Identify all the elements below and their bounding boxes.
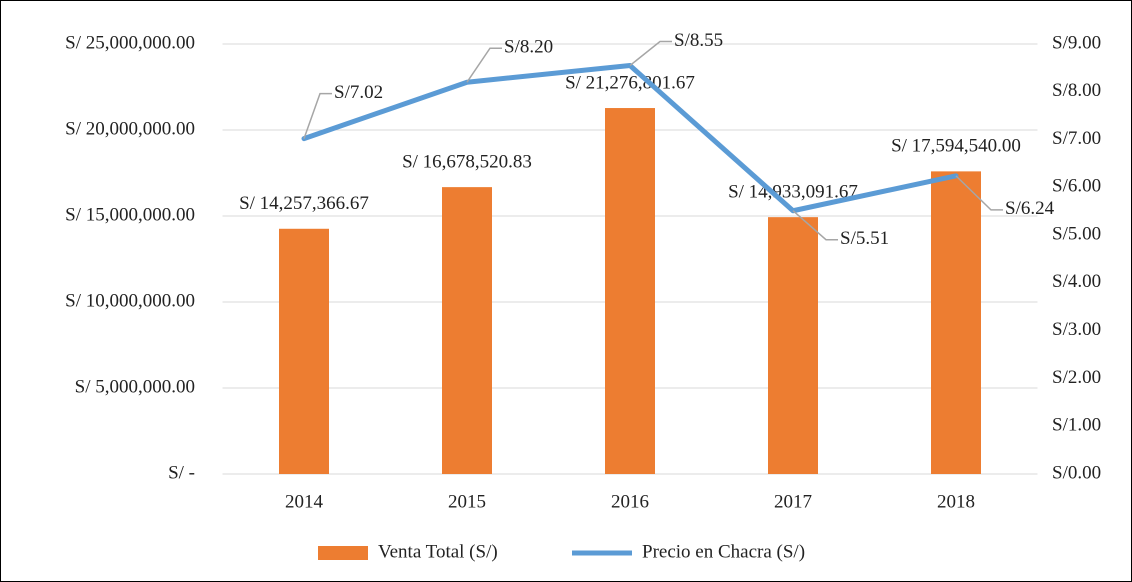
- legend-label: Precio en Chacra (S/): [642, 541, 805, 562]
- y2-tick-label: S/0.00: [1052, 462, 1101, 483]
- y2-tick-label: S/8.00: [1052, 80, 1101, 101]
- y2-tick-label: S/5.00: [1052, 223, 1101, 244]
- line-value-label: S/6.24: [1005, 198, 1055, 219]
- bar-value-label: S/ 17,594,540.00: [891, 136, 1021, 157]
- bar: [768, 217, 818, 474]
- y-tick-label: S/ 20,000,000.00: [65, 118, 195, 139]
- y2-tick-label: S/7.00: [1052, 128, 1101, 149]
- y2-tick-label: S/3.00: [1052, 319, 1101, 340]
- y-tick-label: S/ 10,000,000.00: [65, 290, 195, 311]
- x-tick-label: 2015: [448, 491, 486, 512]
- x-tick-label: 2014: [285, 491, 324, 512]
- leader-line: [955, 175, 1003, 211]
- bar: [931, 171, 981, 475]
- y-tick-label: S/ 25,000,000.00: [65, 32, 195, 53]
- y2-tick-label: S/1.00: [1052, 415, 1101, 436]
- legend-label: Venta Total (S/): [378, 541, 498, 562]
- bar-value-label: S/ 14,257,366.67: [239, 193, 369, 214]
- y2-tick-label: S/6.00: [1052, 176, 1101, 197]
- leader-line: [629, 40, 672, 67]
- y2-tick-label: S/9.00: [1052, 32, 1101, 53]
- leader-line: [303, 92, 332, 139]
- x-tick-label: 2018: [937, 491, 975, 512]
- bar-value-label: S/ 21,276,801.67: [565, 72, 695, 93]
- leader-line: [792, 210, 838, 241]
- y-tick-label: S/ -: [168, 462, 195, 483]
- y2-tick-label: S/2.00: [1052, 367, 1101, 388]
- legend-swatch: [318, 546, 368, 560]
- y-tick-label: S/ 15,000,000.00: [65, 204, 195, 225]
- bar: [605, 108, 655, 475]
- y2-tick-label: S/4.00: [1052, 271, 1101, 292]
- x-tick-label: 2016: [611, 491, 649, 512]
- line-value-label: S/5.51: [840, 228, 889, 249]
- y-tick-label: S/ 5,000,000.00: [75, 376, 195, 397]
- line-value-label: S/8.20: [504, 37, 553, 58]
- bar-value-label: S/ 14,933,091.67: [728, 182, 858, 203]
- line-value-label: S/7.02: [334, 82, 383, 103]
- bar-value-label: S/ 16,678,520.83: [402, 151, 532, 172]
- bar: [279, 228, 329, 474]
- bar: [442, 187, 492, 474]
- x-tick-label: 2017: [774, 491, 812, 512]
- leader-line: [466, 47, 502, 83]
- line-value-label: S/8.55: [674, 30, 723, 51]
